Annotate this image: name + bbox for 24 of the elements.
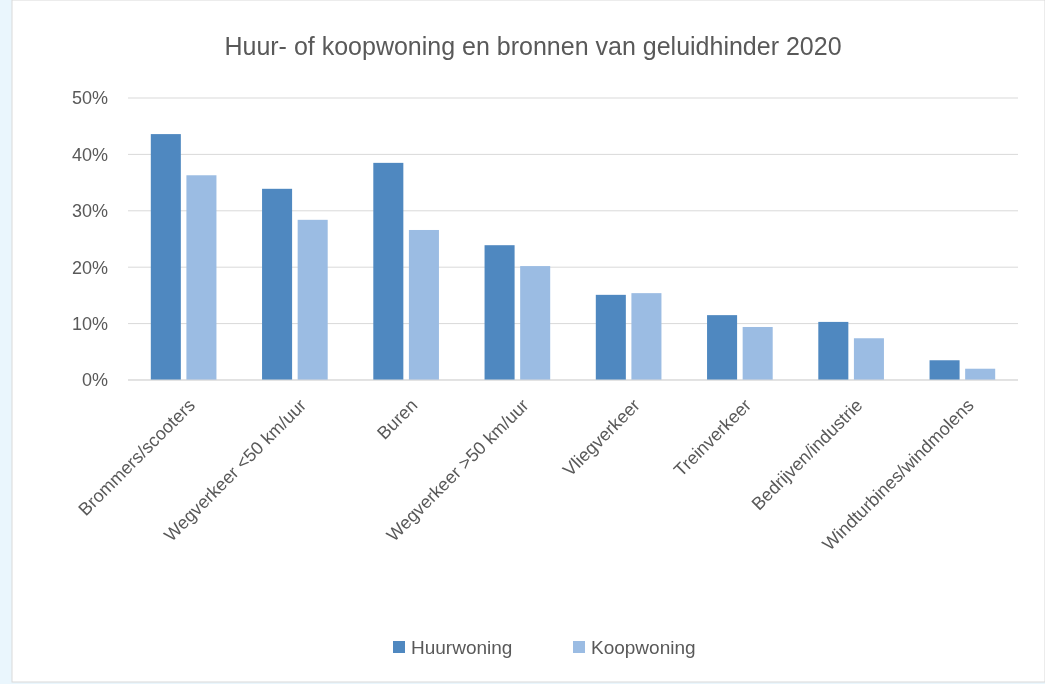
y-tick-label: 40%	[71, 144, 108, 165]
y-tick-label: 10%	[71, 313, 108, 334]
y-tick-label: 20%	[71, 257, 108, 278]
bar	[297, 219, 328, 380]
y-tick-label: 30%	[71, 201, 108, 222]
bar	[595, 294, 626, 380]
bar	[186, 175, 217, 380]
bar	[742, 326, 773, 380]
bar	[818, 321, 849, 380]
bar	[853, 338, 884, 380]
bar	[707, 315, 738, 380]
bar	[520, 266, 551, 380]
bar	[484, 245, 515, 380]
legend-label: Koopwoning	[591, 636, 696, 658]
y-tick-label: 0%	[81, 370, 108, 391]
bar	[150, 134, 181, 380]
legend-label: Huurwoning	[411, 636, 513, 658]
chart-title: Huur- of koopwoning en bronnen van geluidhinder 2020	[224, 32, 842, 60]
bar	[631, 293, 662, 380]
y-tick-label: 50%	[71, 88, 108, 109]
bar	[373, 162, 404, 380]
bar	[929, 360, 960, 380]
bar	[262, 188, 293, 380]
bar	[408, 229, 439, 380]
